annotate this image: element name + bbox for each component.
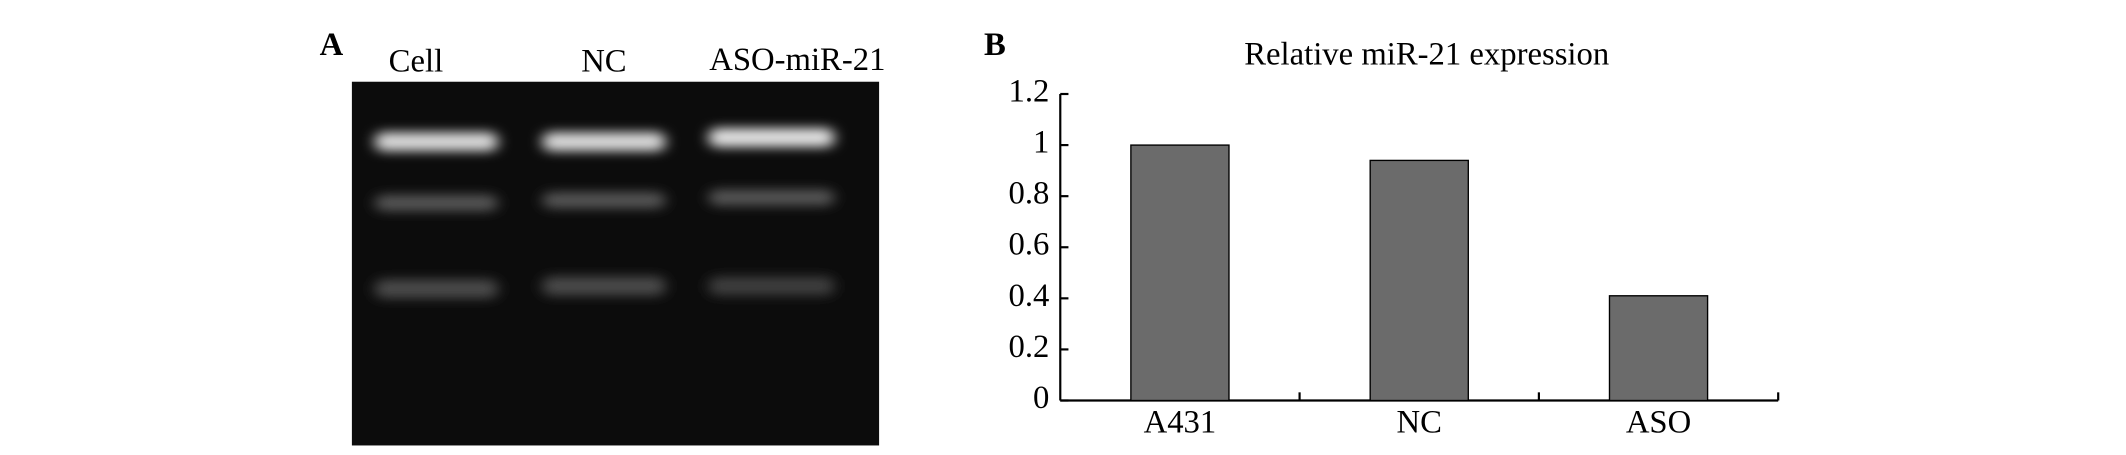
bar [1608,295,1709,402]
chart-title: Relative miR-21 expression [1244,37,1609,73]
y-tick-label: 0.4 [1009,278,1050,314]
bar [1369,159,1469,402]
gel-image [351,81,880,446]
panel-label: B [984,27,1006,63]
lane-label: Cell [389,44,443,80]
y-tick-label: 1.2 [1009,73,1050,109]
panel-label: A [320,27,344,63]
lane-label: ASO-miR-21 [709,42,885,78]
lane-label: NC [581,44,626,80]
x-tick-label: NC [1397,405,1442,441]
y-tick-label: 0.8 [1009,176,1050,212]
y-tick-label: 0.6 [1009,227,1050,263]
x-tick-label: A431 [1144,405,1217,441]
bar [1130,144,1230,402]
x-tick-label: ASO [1626,405,1691,441]
y-tick-label: 0.2 [1009,329,1050,365]
y-tick-label: 0 [1033,380,1049,416]
y-tick-label: 1 [1033,125,1049,161]
